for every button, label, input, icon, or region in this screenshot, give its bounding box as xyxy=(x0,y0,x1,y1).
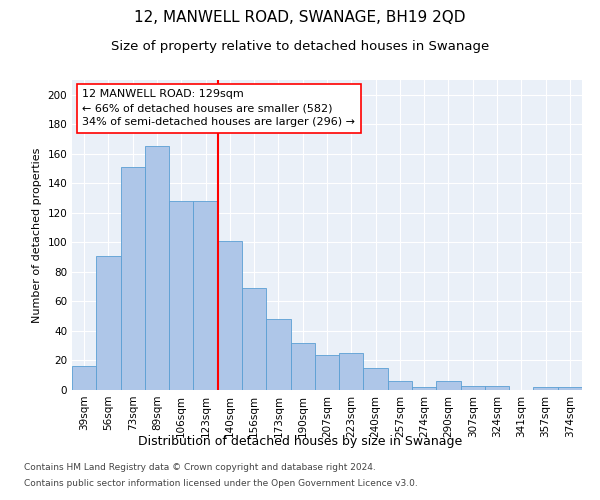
Bar xyxy=(364,368,388,390)
Bar xyxy=(96,256,121,390)
Bar xyxy=(218,241,242,390)
Text: Size of property relative to detached houses in Swanage: Size of property relative to detached ho… xyxy=(111,40,489,53)
Bar xyxy=(290,343,315,390)
Text: 12, MANWELL ROAD, SWANAGE, BH19 2QD: 12, MANWELL ROAD, SWANAGE, BH19 2QD xyxy=(134,10,466,25)
Text: Contains HM Land Registry data © Crown copyright and database right 2024.: Contains HM Land Registry data © Crown c… xyxy=(24,464,376,472)
Bar xyxy=(315,354,339,390)
Bar xyxy=(558,387,582,390)
Bar xyxy=(461,386,485,390)
Bar xyxy=(72,366,96,390)
Bar xyxy=(121,167,145,390)
Text: Contains public sector information licensed under the Open Government Licence v3: Contains public sector information licen… xyxy=(24,478,418,488)
Bar xyxy=(339,353,364,390)
Bar xyxy=(193,201,218,390)
Text: 12 MANWELL ROAD: 129sqm
← 66% of detached houses are smaller (582)
34% of semi-d: 12 MANWELL ROAD: 129sqm ← 66% of detache… xyxy=(82,90,355,128)
Bar xyxy=(533,387,558,390)
Text: Distribution of detached houses by size in Swanage: Distribution of detached houses by size … xyxy=(138,435,462,448)
Bar xyxy=(436,381,461,390)
Bar xyxy=(412,387,436,390)
Bar xyxy=(169,201,193,390)
Bar xyxy=(145,146,169,390)
Bar xyxy=(242,288,266,390)
Bar xyxy=(485,386,509,390)
Y-axis label: Number of detached properties: Number of detached properties xyxy=(32,148,42,322)
Bar xyxy=(266,319,290,390)
Bar xyxy=(388,381,412,390)
